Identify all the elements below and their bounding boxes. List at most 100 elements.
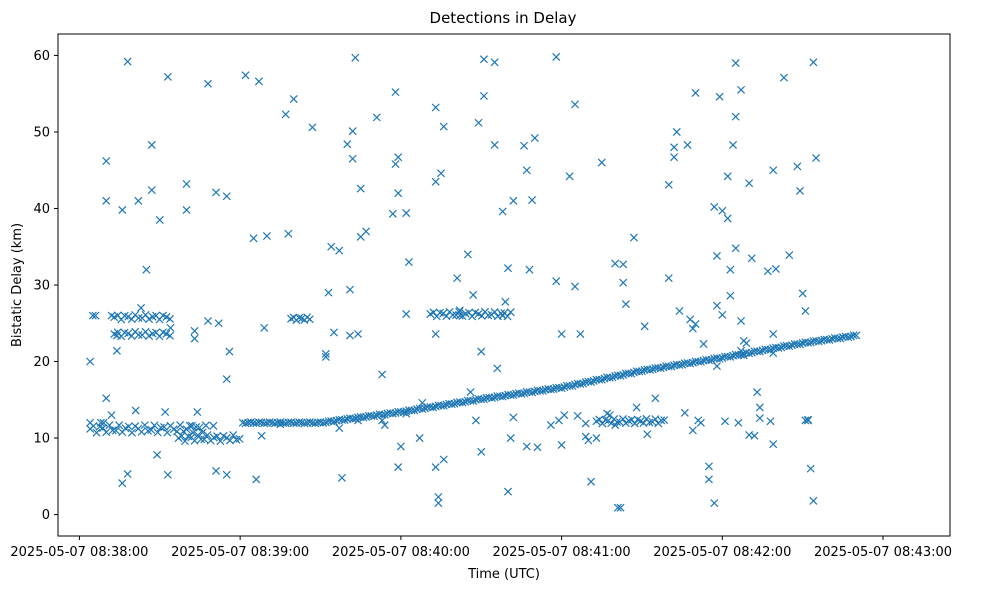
data-point bbox=[153, 450, 162, 459]
data-point bbox=[581, 432, 590, 441]
data-point bbox=[611, 421, 620, 430]
data-point bbox=[801, 416, 810, 425]
data-point bbox=[308, 123, 317, 132]
data-point bbox=[769, 166, 778, 175]
data-point bbox=[688, 426, 697, 435]
data-point bbox=[105, 421, 114, 430]
data-point bbox=[431, 103, 440, 112]
data-point bbox=[431, 463, 440, 472]
data-point bbox=[329, 328, 338, 337]
data-point bbox=[343, 140, 352, 149]
data-point bbox=[345, 285, 355, 294]
data-point bbox=[391, 160, 400, 169]
data-point bbox=[335, 246, 344, 255]
data-point bbox=[616, 371, 625, 380]
data-point bbox=[731, 59, 740, 68]
data-point bbox=[742, 339, 751, 348]
data-point bbox=[509, 413, 518, 422]
data-point bbox=[657, 416, 666, 425]
data-point bbox=[209, 421, 218, 430]
data-point bbox=[145, 331, 154, 340]
data-point bbox=[380, 421, 389, 430]
data-point bbox=[691, 88, 700, 97]
data-point bbox=[490, 58, 499, 67]
data-point bbox=[118, 479, 127, 488]
data-point bbox=[203, 431, 212, 440]
x-tick-label: 2025-05-07 08:39:00 bbox=[171, 545, 309, 560]
data-point bbox=[466, 388, 475, 397]
data-point bbox=[737, 316, 746, 325]
data-point bbox=[160, 422, 169, 432]
data-point bbox=[753, 388, 762, 397]
data-point bbox=[137, 427, 146, 436]
data-point bbox=[378, 370, 387, 379]
data-point bbox=[140, 421, 149, 430]
data-point bbox=[503, 487, 513, 496]
data-point bbox=[670, 153, 679, 162]
data-point bbox=[428, 403, 438, 412]
data-point bbox=[651, 415, 660, 424]
data-point bbox=[353, 416, 363, 425]
data-point bbox=[137, 303, 146, 312]
y-axis-label: Bistatic Delay (km) bbox=[10, 223, 25, 347]
data-point bbox=[651, 394, 660, 403]
data-point bbox=[378, 416, 387, 425]
x-tick-label: 2025-05-07 08:40:00 bbox=[332, 545, 470, 560]
data-point bbox=[276, 420, 285, 429]
data-point bbox=[147, 425, 156, 434]
data-point bbox=[305, 315, 314, 324]
data-point bbox=[587, 377, 596, 386]
data-point bbox=[99, 418, 108, 427]
data-point bbox=[262, 231, 271, 241]
x-axis: 2025-05-07 08:38:00 2025-05-07 08:39:00 20… bbox=[10, 536, 952, 560]
data-point bbox=[123, 57, 132, 66]
data-point bbox=[493, 364, 502, 373]
data-point bbox=[710, 202, 719, 211]
data-point bbox=[498, 392, 507, 401]
data-point bbox=[798, 289, 807, 298]
data-point bbox=[319, 418, 328, 427]
data-point bbox=[699, 339, 708, 348]
data-point bbox=[362, 227, 371, 236]
data-point bbox=[726, 352, 735, 361]
data-point bbox=[484, 311, 493, 320]
y-tick-label: 20 bbox=[33, 355, 50, 370]
data-point bbox=[795, 186, 805, 195]
data-point bbox=[112, 346, 121, 355]
data-point bbox=[418, 398, 427, 407]
data-point bbox=[498, 207, 507, 216]
data-point bbox=[522, 442, 531, 451]
data-point bbox=[715, 92, 724, 101]
data-point bbox=[351, 53, 360, 62]
data-point bbox=[348, 154, 357, 163]
data-point bbox=[806, 464, 815, 473]
data-point bbox=[153, 428, 162, 437]
data-point bbox=[353, 329, 363, 339]
data-point bbox=[442, 312, 451, 321]
data-point bbox=[538, 386, 547, 395]
data-point bbox=[688, 324, 697, 333]
data-point bbox=[188, 428, 198, 437]
data-point bbox=[372, 113, 381, 122]
data-point bbox=[356, 184, 365, 193]
data-point bbox=[402, 209, 411, 218]
data-point bbox=[745, 179, 754, 188]
data-point bbox=[737, 346, 746, 355]
data-point bbox=[257, 431, 266, 440]
data-point bbox=[394, 153, 403, 162]
data-point bbox=[124, 329, 133, 338]
data-point bbox=[370, 412, 379, 421]
data-point bbox=[348, 414, 357, 423]
data-point bbox=[222, 470, 231, 479]
data-point bbox=[380, 410, 389, 419]
data-point bbox=[448, 310, 457, 319]
data-point bbox=[327, 242, 336, 251]
data-point bbox=[557, 384, 566, 393]
data-point bbox=[785, 251, 794, 260]
data-point bbox=[187, 421, 196, 430]
data-point bbox=[664, 274, 673, 283]
data-point bbox=[849, 331, 858, 340]
data-point bbox=[155, 215, 164, 224]
data-point bbox=[437, 169, 446, 178]
data-point bbox=[252, 475, 261, 484]
